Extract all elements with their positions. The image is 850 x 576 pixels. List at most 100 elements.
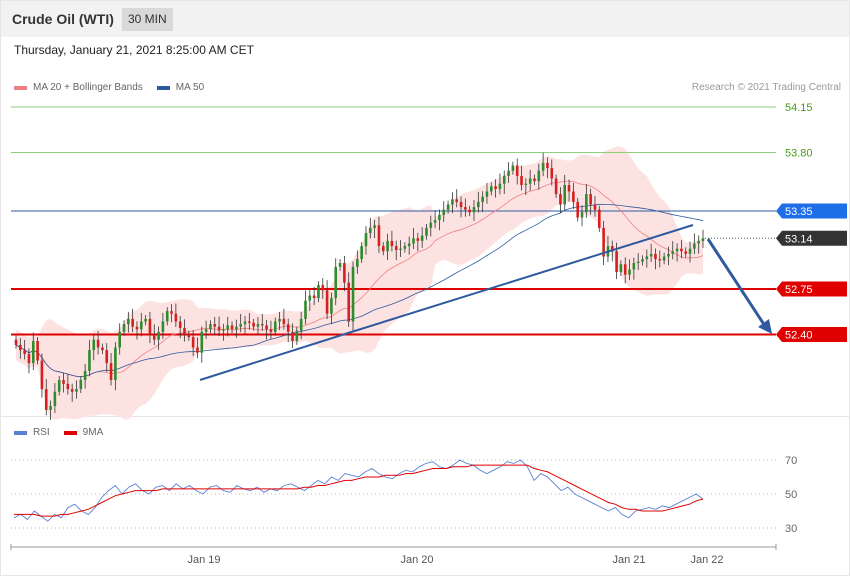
candle-body bbox=[252, 322, 255, 327]
candle-body bbox=[455, 199, 459, 202]
candle-body bbox=[23, 350, 26, 354]
candle-body bbox=[420, 235, 424, 241]
candle-body bbox=[230, 325, 234, 330]
candle-body bbox=[667, 253, 670, 257]
candle-body bbox=[286, 324, 290, 332]
candle-body bbox=[693, 243, 696, 249]
candle-body bbox=[399, 248, 402, 250]
candle-body bbox=[226, 325, 230, 330]
timeframe-badge[interactable]: 30 MIN bbox=[122, 8, 173, 31]
rsi-legend-swatch bbox=[14, 430, 27, 435]
level-tag-52.40 bbox=[776, 327, 847, 342]
rsi-tick-label-30: 30 bbox=[785, 523, 797, 535]
candle-body bbox=[546, 162, 549, 169]
x-tick-label: Jan 22 bbox=[690, 554, 723, 566]
level-label-52.75: 52.75 bbox=[785, 284, 813, 296]
ma20-legend-label: MA 20 + Bollinger Bands bbox=[33, 82, 143, 93]
level-tag-52.75 bbox=[776, 281, 847, 297]
candle-body bbox=[248, 321, 251, 323]
candle-body bbox=[161, 321, 165, 332]
candle-body bbox=[338, 263, 342, 267]
candle-body bbox=[559, 194, 562, 205]
candle-body bbox=[377, 225, 381, 247]
candle-body bbox=[641, 259, 644, 262]
candle-body bbox=[662, 256, 666, 261]
candle-body bbox=[485, 191, 489, 197]
trendline-lower bbox=[199, 333, 346, 381]
timestamp: Thursday, January 21, 2021 8:25:00 AM CE… bbox=[14, 43, 254, 57]
instrument-title: Crude Oil (WTI) bbox=[12, 11, 114, 27]
candle-body bbox=[619, 264, 623, 273]
candle-body bbox=[291, 331, 294, 341]
x-tick-label: Jan 19 bbox=[187, 554, 220, 566]
candle-body bbox=[19, 344, 22, 351]
candle-body bbox=[57, 380, 61, 392]
candle-body bbox=[196, 347, 199, 353]
candle-body bbox=[152, 334, 156, 340]
candle-body bbox=[489, 186, 493, 192]
candle-body bbox=[235, 326, 238, 330]
candle-body bbox=[96, 339, 100, 348]
candle-body bbox=[321, 285, 325, 291]
candle-body bbox=[325, 290, 329, 314]
candle-body bbox=[533, 178, 536, 182]
forecast-arrow-shaft bbox=[706, 238, 767, 327]
candle-body bbox=[610, 246, 614, 252]
candle-body bbox=[442, 209, 446, 215]
candle-body bbox=[356, 259, 359, 267]
rsi-line bbox=[13, 459, 704, 522]
candle-body bbox=[680, 248, 683, 252]
candle-body bbox=[446, 204, 450, 210]
candle-body bbox=[671, 251, 675, 254]
candle-body bbox=[170, 311, 173, 314]
candle-body bbox=[44, 389, 48, 410]
candle-body bbox=[183, 328, 186, 335]
candle-body bbox=[438, 214, 441, 221]
candle-body bbox=[200, 331, 204, 353]
candle-body bbox=[537, 170, 541, 182]
candle-body bbox=[114, 347, 117, 380]
rsi-legend: RSI 9MA bbox=[14, 427, 103, 438]
candle-body bbox=[498, 183, 502, 189]
candle-body bbox=[658, 259, 662, 261]
candle-body bbox=[541, 162, 545, 171]
rsi9ma-legend-swatch bbox=[63, 430, 77, 435]
candle-body bbox=[429, 222, 433, 228]
candle-body bbox=[140, 321, 143, 330]
candle-body bbox=[381, 246, 385, 252]
candle-body bbox=[412, 238, 415, 244]
candle-body bbox=[386, 240, 389, 252]
candle-body bbox=[330, 298, 333, 314]
candle-body bbox=[317, 285, 320, 299]
candle-body bbox=[304, 300, 307, 319]
panel-divider bbox=[1, 416, 849, 417]
candle-body bbox=[131, 318, 134, 327]
candle-body bbox=[515, 165, 519, 176]
candle-body bbox=[425, 227, 428, 236]
candle-body bbox=[528, 178, 532, 184]
candle-body bbox=[472, 207, 476, 213]
candle-body bbox=[343, 263, 346, 283]
candle-body bbox=[394, 246, 398, 250]
candle-body bbox=[278, 318, 281, 322]
candle-body bbox=[222, 329, 225, 331]
candle-body bbox=[602, 227, 605, 257]
candle-body bbox=[239, 324, 242, 327]
candle-body bbox=[585, 194, 588, 213]
ma20-legend-swatch bbox=[14, 85, 27, 90]
forecast-arrow-head bbox=[758, 319, 772, 334]
candle-body bbox=[468, 209, 471, 213]
copyright-notice: Research © 2021 Trading Central bbox=[691, 82, 841, 93]
level-tag-53.35 bbox=[776, 203, 847, 219]
candle-body bbox=[312, 295, 316, 299]
candle-body bbox=[576, 201, 579, 218]
candle-body bbox=[260, 324, 264, 326]
level-tag-53.14 bbox=[776, 230, 847, 246]
candle-body bbox=[688, 248, 692, 254]
candle-body bbox=[684, 251, 688, 254]
candle-body bbox=[88, 350, 91, 371]
candle-body bbox=[299, 318, 303, 331]
bollinger-band bbox=[16, 146, 703, 420]
candle-body bbox=[178, 321, 182, 328]
